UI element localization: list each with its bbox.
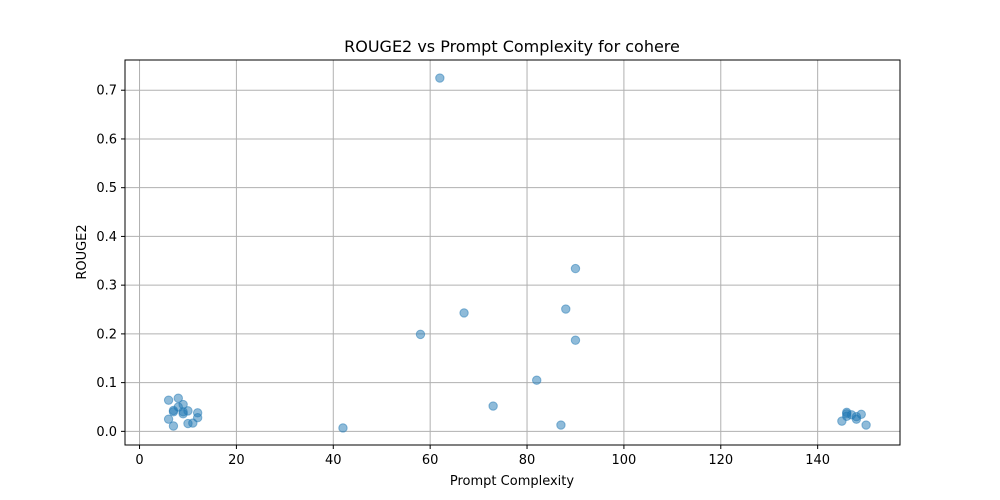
y-tick-label: 0.3 (96, 279, 117, 294)
x-tick-label: 140 (805, 453, 830, 468)
x-tick-label: 100 (611, 453, 636, 468)
y-tick-label: 0.1 (96, 376, 117, 391)
y-tick-label: 0.4 (96, 230, 117, 245)
y-tick-label: 0.2 (96, 327, 117, 342)
data-point (488, 401, 498, 411)
x-tick-label: 80 (519, 453, 536, 468)
data-point (570, 335, 581, 345)
x-axis-label: Prompt Complexity (450, 474, 574, 489)
x-tick-label: 0 (135, 453, 143, 468)
data-point (861, 420, 871, 430)
y-tick-label: 0.0 (96, 425, 117, 440)
x-axis-ticks: 0 20 40 60 80 100 120 140 (135, 445, 830, 468)
plot-frame (124, 59, 901, 446)
y-axis-ticks: 0.0 0.1 0.2 0.3 0.4 0.5 0.6 0.7 (96, 84, 125, 440)
x-tick-label: 40 (325, 453, 342, 468)
data-point (459, 308, 469, 318)
data-point (556, 420, 566, 430)
data-point (183, 406, 193, 416)
data-point (561, 304, 571, 314)
data-point (435, 73, 445, 83)
data-point (570, 263, 581, 274)
data-point (163, 395, 174, 405)
grid-lines (125, 60, 900, 445)
data-point (415, 329, 426, 340)
data-point (532, 375, 542, 385)
plot-area (125, 60, 900, 445)
y-axis-label: ROUGE2 (75, 224, 90, 279)
data-point (168, 421, 179, 431)
x-tick-label: 120 (708, 453, 733, 468)
data-point (192, 413, 203, 423)
data-point (163, 414, 174, 424)
y-tick-label: 0.6 (96, 132, 117, 147)
x-tick-label: 60 (422, 453, 439, 468)
y-tick-label: 0.7 (96, 84, 117, 99)
data-points (163, 73, 871, 433)
chart-title: ROUGE2 vs Prompt Complexity for cohere (344, 37, 680, 56)
data-point (856, 409, 866, 419)
y-tick-label: 0.5 (96, 181, 117, 196)
data-point (338, 423, 348, 433)
x-tick-label: 20 (228, 453, 245, 468)
